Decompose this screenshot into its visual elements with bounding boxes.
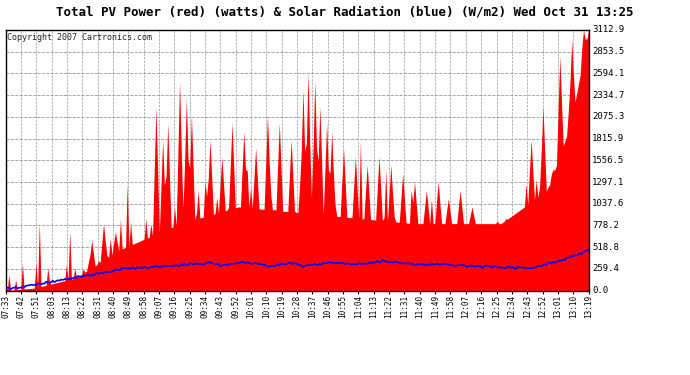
Text: 2594.1: 2594.1 <box>592 69 624 78</box>
Text: 1297.1: 1297.1 <box>592 177 624 186</box>
Text: 2334.7: 2334.7 <box>592 91 624 100</box>
Text: 3112.9: 3112.9 <box>592 26 624 34</box>
Text: 1037.6: 1037.6 <box>592 199 624 208</box>
Text: Total PV Power (red) (watts) & Solar Radiation (blue) (W/m2) Wed Oct 31 13:25: Total PV Power (red) (watts) & Solar Rad… <box>57 6 633 19</box>
Text: 518.8: 518.8 <box>592 243 619 252</box>
Text: 2853.5: 2853.5 <box>592 47 624 56</box>
Text: 259.4: 259.4 <box>592 264 619 273</box>
Text: 778.2: 778.2 <box>592 221 619 230</box>
Text: Copyright 2007 Cartronics.com: Copyright 2007 Cartronics.com <box>7 33 152 42</box>
Text: 1556.5: 1556.5 <box>592 156 624 165</box>
Text: 0.0: 0.0 <box>592 286 608 295</box>
Text: 1815.9: 1815.9 <box>592 134 624 143</box>
Text: 2075.3: 2075.3 <box>592 112 624 122</box>
